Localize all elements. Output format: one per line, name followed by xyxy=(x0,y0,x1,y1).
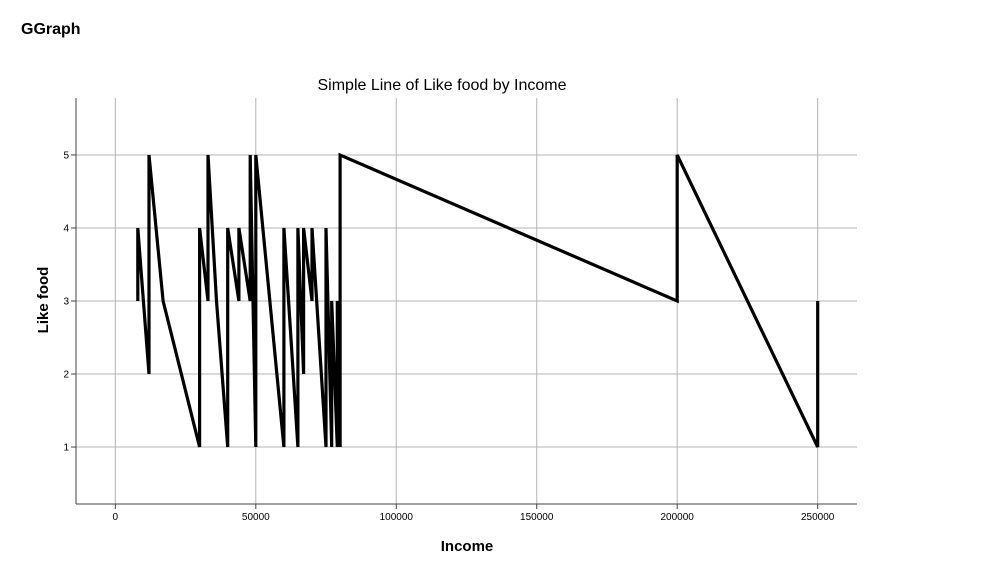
x-tick-label: 250000 xyxy=(801,512,835,523)
data-series xyxy=(136,152,820,448)
x-tick-label: 0 xyxy=(113,512,119,523)
x-tick-label: 150000 xyxy=(520,512,554,523)
x-tick-label: 200000 xyxy=(661,512,695,523)
x-axis-label: Income xyxy=(441,538,494,555)
y-tick-label: 5 xyxy=(63,150,69,161)
y-axis-ticks: 1 2 3 4 5 xyxy=(63,150,76,454)
app-title: GGraph xyxy=(21,21,81,38)
y-tick-label: 2 xyxy=(63,370,69,381)
y-tick-label: 3 xyxy=(63,297,69,308)
y-tick-label: 4 xyxy=(63,223,69,234)
gridlines xyxy=(76,98,857,504)
x-axis-ticks: 0 50000 100000 150000 200000 250000 xyxy=(113,504,835,523)
x-tick-label: 50000 xyxy=(242,512,270,523)
x-tick-label: 100000 xyxy=(380,512,414,523)
chart-title: Simple Line of Like food by Income xyxy=(317,77,566,94)
y-axis-label: Like food xyxy=(35,267,52,334)
y-tick-label: 1 xyxy=(63,443,69,454)
series-line xyxy=(136,152,820,448)
